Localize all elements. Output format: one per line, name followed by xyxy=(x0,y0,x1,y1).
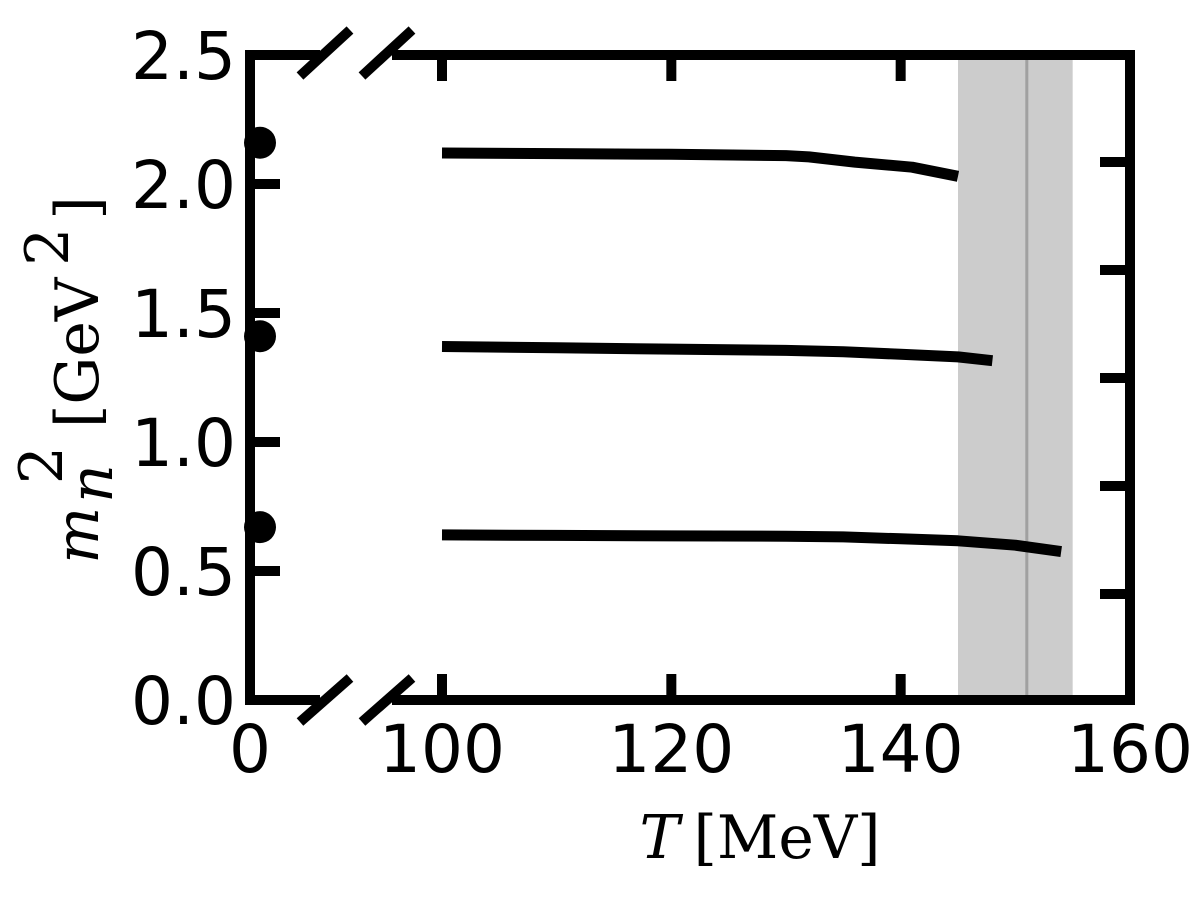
x-tick-label: 100 xyxy=(379,711,505,788)
break-mark-2 xyxy=(358,26,416,80)
y-tick-label: 2.0 xyxy=(131,147,236,224)
break-mark-3 xyxy=(296,674,354,726)
y-tick-label: 2.5 xyxy=(131,18,236,95)
x-tick-label: 0 xyxy=(229,711,271,788)
y-axis-label: m n 2 [GeV 2 ] xyxy=(7,196,127,564)
break-mark-4 xyxy=(358,674,416,726)
x-tick-label: 120 xyxy=(608,711,734,788)
series-line-3 xyxy=(441,147,960,182)
series-layer xyxy=(441,147,1062,558)
series-line-1 xyxy=(441,529,1062,558)
series-line-2 xyxy=(441,341,994,367)
x-axis-label: T [MeV] xyxy=(639,803,880,873)
transition-band xyxy=(958,55,1073,700)
y-tick-label: 1.0 xyxy=(131,405,236,482)
y-tick-label: 0.0 xyxy=(131,663,236,740)
x-tick-label: 160 xyxy=(1067,711,1193,788)
band-layer xyxy=(958,55,1073,700)
axis-break-marks xyxy=(296,26,416,726)
break-mark-1 xyxy=(296,26,354,80)
y-tick-label: 1.5 xyxy=(131,276,236,353)
x-tick-label: 140 xyxy=(838,711,964,788)
ticks-layer: 0 100 120 140 160 0.0 0.5 1.0 1.5 2.0 2.5 xyxy=(131,18,1193,788)
y-tick-label: 0.5 xyxy=(131,534,236,611)
